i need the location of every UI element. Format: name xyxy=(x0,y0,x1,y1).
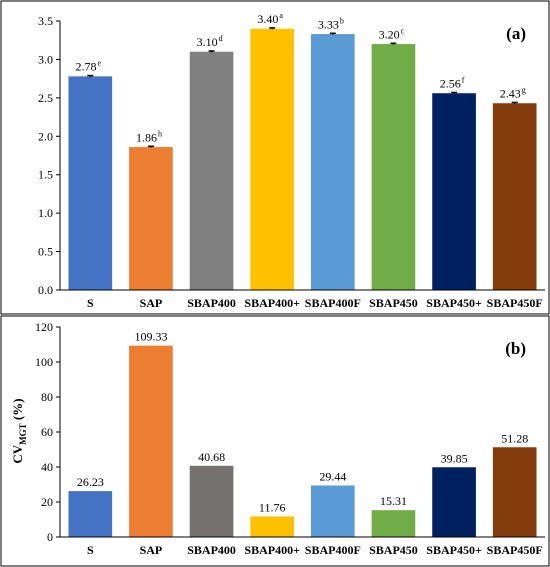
b-y-tick-label: 60 xyxy=(41,425,53,439)
b-bar xyxy=(371,510,416,537)
a-y-tick-label: 2.5 xyxy=(38,91,53,105)
a-significance-letter: f xyxy=(462,75,465,84)
a-y-tick-label: 1.0 xyxy=(38,206,53,220)
a-category-label: SBAP400F xyxy=(305,296,361,310)
b-bar xyxy=(432,467,476,537)
a-bar xyxy=(250,28,295,290)
a-category-label: S xyxy=(87,296,94,310)
a-y-tick-label: 1.5 xyxy=(38,168,53,182)
b-y-tick-label: 20 xyxy=(41,495,53,509)
a-bar xyxy=(68,76,113,290)
y-axis-title-suffix: (%) xyxy=(10,398,25,423)
b-bar xyxy=(492,447,537,537)
a-significance-letter: e xyxy=(98,59,102,68)
a-bar xyxy=(492,103,537,290)
panel-a-border xyxy=(0,0,550,315)
a-significance-letter: h xyxy=(158,129,162,138)
b-category-label: SBAP450F xyxy=(487,543,543,557)
a-bar xyxy=(129,147,173,290)
panel-a: (a) 0.0 0.5 1.0 1.5 2.0 2.5 3.0 3.5 2.78e 1.86h 3… xyxy=(0,0,550,315)
b-category-label: S xyxy=(87,543,94,557)
a-bar xyxy=(310,34,355,290)
a-significance-letter: b xyxy=(340,16,344,25)
b-data-label: 40.68 xyxy=(198,450,225,464)
panel-a-x-axis: S SAP SBAP400 SBAP400+ SBAP400F SBAP450 SBAP45… xyxy=(60,289,545,310)
a-data-label: 3.33b xyxy=(318,16,344,31)
a-data-label: 2.56f xyxy=(440,75,465,90)
a-y-tick-label: 3.0 xyxy=(38,52,53,66)
a-bar xyxy=(371,44,416,290)
b-data-label: 15.31 xyxy=(380,494,407,508)
a-data-label: 2.43g xyxy=(500,85,526,100)
b-bar xyxy=(250,516,295,537)
b-category-label: SBAP450 xyxy=(369,543,418,557)
a-data-label: 3.20c xyxy=(379,26,405,41)
b-y-tick-label: 120 xyxy=(35,320,53,334)
a-y-tick-label: 0.5 xyxy=(38,245,53,259)
panel-b: (b) CVMGT (%) 0 20 40 60 80 100 120 26.23 109.3… xyxy=(0,315,550,567)
a-data-label: 2.78e xyxy=(76,59,102,74)
b-bar xyxy=(129,345,173,537)
panel-b-y-axis-title: CVMGT (%) xyxy=(10,398,28,463)
panel-b-x-axis: S SAP SBAP400 SBAP400+ SBAP400F SBAP450 SBAP45… xyxy=(60,536,545,557)
b-data-label: 39.85 xyxy=(441,451,468,465)
panel-b-data-labels: 26.23 109.33 40.68 11.76 29.44 15.31 39.85 51.2… xyxy=(77,330,528,515)
b-y-tick-label: 40 xyxy=(41,460,53,474)
a-significance-letter: d xyxy=(219,34,223,43)
b-y-tick-label: 0 xyxy=(47,530,53,544)
a-category-label: SBAP400 xyxy=(187,296,236,310)
a-category-label: SBAP400+ xyxy=(244,296,300,310)
panel-b-bars xyxy=(68,345,537,537)
a-y-tick-label: 3.5 xyxy=(38,14,53,28)
a-significance-letter: a xyxy=(279,11,283,20)
a-significance-letter: c xyxy=(401,26,405,35)
a-data-label: 3.40a xyxy=(257,11,283,26)
a-data-label: 1.86h xyxy=(136,129,162,144)
a-y-tick-label: 2.0 xyxy=(38,129,53,143)
panel-a-data-labels: 2.78e 1.86h 3.10d 3.40a 3.33b 3.20c 2.56f 2.43g xyxy=(76,11,526,144)
b-category-label: SBAP400+ xyxy=(244,543,300,557)
b-y-tick-label: 80 xyxy=(41,390,53,404)
a-category-label: SBAP450+ xyxy=(426,296,482,310)
b-bar xyxy=(68,491,113,537)
panel-a-error-bars xyxy=(87,27,518,148)
b-data-label: 29.44 xyxy=(319,469,346,483)
panel-b-border xyxy=(0,315,550,567)
a-significance-letter: g xyxy=(522,85,526,94)
panel-a-bars xyxy=(68,28,537,290)
b-category-label: SBAP450+ xyxy=(426,543,482,557)
b-data-label: 26.23 xyxy=(77,475,104,489)
a-bar xyxy=(189,51,234,290)
y-axis-title-sub: MGT xyxy=(18,423,28,445)
b-category-label: SBAP400 xyxy=(187,543,236,557)
b-category-label: SAP xyxy=(140,543,163,557)
b-y-tick-label: 100 xyxy=(35,355,53,369)
panel-b-label: (b) xyxy=(505,339,526,358)
b-bar xyxy=(189,465,234,537)
b-data-label: 109.33 xyxy=(134,330,167,344)
panel-a-label: (a) xyxy=(506,24,526,43)
panel-a-y-axis: 0.0 0.5 1.0 1.5 2.0 2.5 3.0 3.5 xyxy=(38,14,61,297)
a-category-label: SAP xyxy=(140,296,163,310)
b-data-label: 51.28 xyxy=(501,431,528,445)
y-axis-title-main: CV xyxy=(10,444,25,463)
a-category-label: SBAP450 xyxy=(369,296,418,310)
b-category-label: SBAP400F xyxy=(305,543,361,557)
a-category-label: SBAP450F xyxy=(487,296,543,310)
a-data-label: 3.10d xyxy=(197,34,223,49)
b-data-label: 11.76 xyxy=(259,500,286,514)
b-bar xyxy=(310,485,355,537)
panel-b-y-axis: 0 20 40 60 80 100 120 xyxy=(35,320,61,544)
a-y-tick-label: 0.0 xyxy=(38,283,53,297)
a-bar xyxy=(432,93,476,290)
